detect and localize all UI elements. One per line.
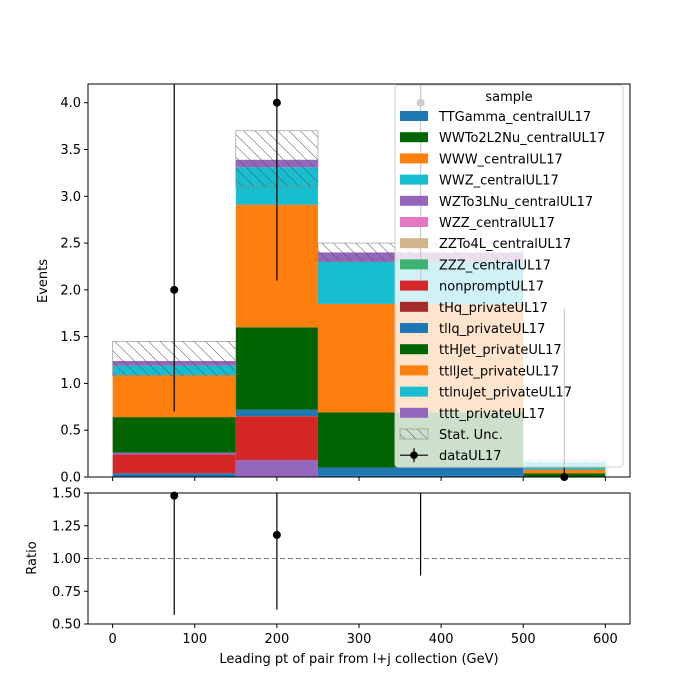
main-y-tick-label: 2.5 bbox=[60, 237, 81, 252]
ratio-point-1 bbox=[272, 530, 281, 539]
legend-label-15: Stat. Unc. bbox=[439, 428, 503, 443]
x-tick-label: 200 bbox=[264, 632, 289, 647]
x-tick-label: 500 bbox=[511, 632, 536, 647]
main-y-tick-label: 2.0 bbox=[60, 283, 81, 298]
bar-segment-1-5 bbox=[235, 409, 318, 417]
legend-swatch-6 bbox=[400, 238, 428, 249]
legend-swatch-4 bbox=[400, 195, 428, 206]
legend-label-8: nonpromptUL17 bbox=[439, 280, 544, 295]
legend-label-2: WWW_centralUL17 bbox=[439, 152, 563, 167]
legend-label-9: tHq_privateUL17 bbox=[439, 301, 548, 316]
x-tick-label: 600 bbox=[593, 632, 618, 647]
ratio-y-tick-label: 1.00 bbox=[52, 552, 81, 567]
legend-swatch-7 bbox=[400, 259, 428, 270]
main-y-ticks: 0.0 0.5 1.0 1.5 2.0 2.5 3.0 3.5 4.0 bbox=[60, 96, 88, 486]
ratio-point-0 bbox=[170, 491, 179, 500]
main-y-tick-label: 3.0 bbox=[60, 190, 81, 205]
bar-segment-1-3 bbox=[235, 460, 318, 477]
x-axis-label: Leading pt of pair from l+j collection (… bbox=[219, 652, 498, 667]
bar-segment-2-0 bbox=[317, 475, 524, 477]
x-tick-label: 400 bbox=[429, 632, 454, 647]
legend-label-11: ttHJet_privateUL17 bbox=[439, 343, 562, 358]
legend-swatch-0 bbox=[400, 111, 428, 121]
main-plot: 0.0 0.5 1.0 1.5 2.0 2.5 3.0 3.5 4.0 Events sampl… bbox=[36, 83, 631, 486]
legend-box bbox=[394, 84, 624, 468]
legend-swatch-14 bbox=[400, 407, 428, 418]
legend-swatch-9 bbox=[400, 301, 428, 312]
ratio-y-tick-label: 1.50 bbox=[52, 487, 81, 502]
ratio-x-ticks: 0 100 200 300 400 500 600 bbox=[108, 624, 618, 647]
main-y-tick-label: 0.5 bbox=[60, 424, 81, 439]
legend-label-3: WWZ_centralUL17 bbox=[439, 174, 559, 189]
legend-title: sample bbox=[485, 90, 532, 105]
main-y-tick-label: 1.5 bbox=[60, 330, 81, 345]
legend-label-10: tllq_privateUL17 bbox=[439, 322, 545, 337]
legend-label-6: ZZTo4L_centralUL17 bbox=[439, 237, 571, 252]
ratio-y-tick-label: 0.75 bbox=[52, 585, 81, 600]
legend-label-12: ttllJet_privateUL17 bbox=[439, 364, 559, 379]
legend-swatch-1 bbox=[400, 132, 428, 143]
bar-segment-0-2 bbox=[112, 454, 236, 474]
main-y-tick-label: 3.5 bbox=[60, 143, 81, 158]
x-tick-label: 0 bbox=[108, 632, 116, 647]
bar-segment-1-6 bbox=[235, 327, 318, 410]
legend-marker bbox=[410, 451, 418, 460]
x-tick-label: 300 bbox=[347, 632, 372, 647]
legend: sample TTGamma_centralUL17 WWTo2L2Nu_centr… bbox=[394, 84, 624, 468]
ratio-y-tick-label: 0.50 bbox=[52, 618, 81, 633]
legend-label-5: WZZ_centralUL17 bbox=[439, 216, 555, 231]
main-y-axis-label: Events bbox=[36, 259, 51, 303]
ratio-y-tick-label: 1.25 bbox=[52, 519, 81, 534]
bar-segment-0-3 bbox=[112, 452, 236, 455]
main-y-tick-label: 0.0 bbox=[60, 471, 81, 486]
ratio-y-ticks: 0.50 0.75 1.00 1.25 1.50 bbox=[52, 487, 88, 633]
legend-swatch-8 bbox=[400, 280, 428, 291]
legend-label-0: TTGamma_centralUL17 bbox=[438, 110, 591, 125]
bar-segment-0-6 bbox=[112, 417, 236, 453]
legend-swatch-12 bbox=[400, 365, 428, 376]
data-point-0 bbox=[170, 285, 179, 294]
bar-segment-0-0 bbox=[112, 473, 236, 477]
ratio-plot: 0.50 0.75 1.00 1.25 1.50 0 100 200 300 400 500 600… bbox=[25, 487, 631, 667]
x-tick-label: 100 bbox=[182, 632, 207, 647]
legend-swatch-10 bbox=[400, 323, 428, 333]
bar-segment-2-5 bbox=[317, 467, 524, 476]
legend-label-13: ttlnuJet_privateUL17 bbox=[439, 386, 572, 401]
legend-swatch-3 bbox=[400, 174, 428, 185]
main-x-ticks bbox=[112, 477, 606, 481]
legend-label-1: WWTo2L2Nu_centralUL17 bbox=[439, 131, 605, 146]
ratio-points bbox=[170, 491, 422, 615]
legend-swatch-2 bbox=[400, 153, 428, 164]
main-y-tick-label: 1.0 bbox=[60, 377, 81, 392]
legend-label-7: ZZZ_centralUL17 bbox=[439, 258, 551, 273]
main-y-tick-label: 4.0 bbox=[60, 96, 81, 111]
bar-segment-1-4 bbox=[235, 416, 318, 461]
data-point-1 bbox=[272, 98, 281, 107]
legend-swatch-13 bbox=[400, 386, 428, 397]
legend-swatch-hatch bbox=[399, 428, 429, 440]
legend-label-14: tttt_privateUL17 bbox=[439, 407, 545, 422]
legend-label-16: dataUL17 bbox=[439, 449, 502, 464]
legend-swatch-11 bbox=[400, 344, 428, 355]
legend-label-4: WZTo3LNu_centralUL17 bbox=[439, 195, 593, 210]
ratio-y-axis-label: Ratio bbox=[25, 541, 40, 574]
legend-swatch-5 bbox=[400, 217, 428, 227]
